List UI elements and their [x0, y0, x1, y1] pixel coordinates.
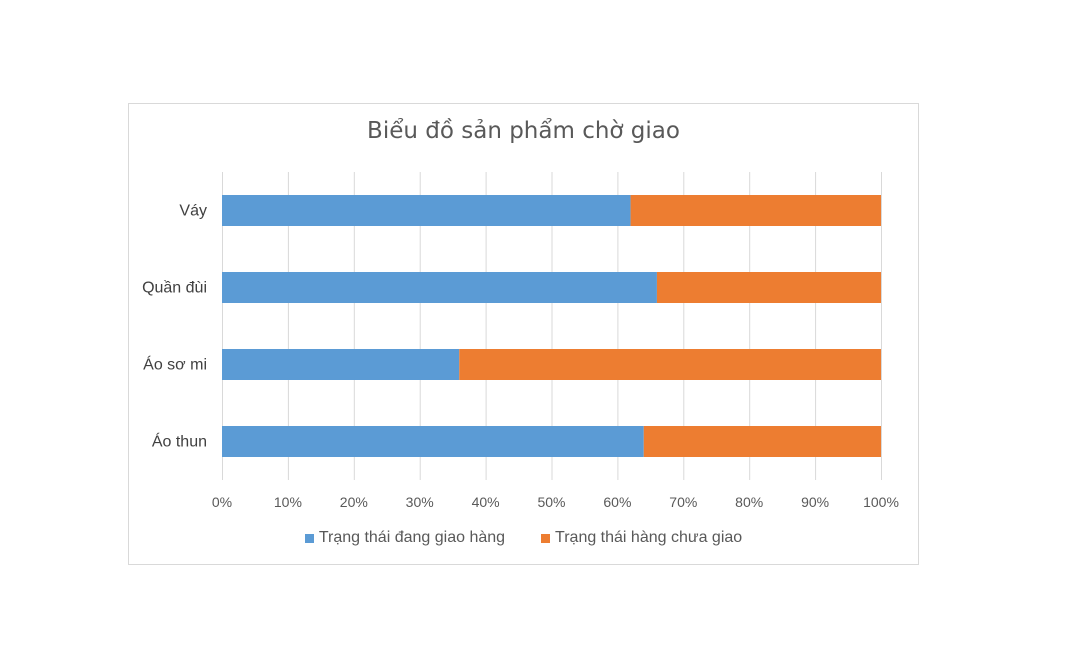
legend-item: Trạng thái đang giao hàng [304, 529, 506, 547]
tick-label: 70% [669, 494, 697, 510]
tick-label: 100% [863, 494, 899, 510]
tick-label: 10% [274, 494, 302, 510]
legend-label: Trạng thái đang giao hàng [318, 529, 506, 546]
tick-label: 20% [340, 494, 368, 510]
bar-segment [643, 426, 881, 457]
chart-title: Biểu đồ sản phẩm chờ giao [367, 118, 680, 144]
legend-swatch [304, 533, 314, 543]
tick-label: 40% [472, 494, 500, 510]
legend-item: Trạng thái hàng chưa giao [541, 529, 742, 547]
bars [222, 195, 881, 457]
bar-segment [222, 426, 644, 457]
legend-label: Trạng thái hàng chưa giao [555, 529, 743, 546]
legend-swatch [541, 533, 551, 543]
category-label: Váy [179, 203, 207, 220]
bar-segment [222, 195, 631, 226]
tick-label: 90% [801, 494, 829, 510]
category-label: Quần đùi [142, 280, 207, 297]
bar-segment [656, 272, 881, 303]
bar-segment [630, 195, 881, 226]
bar-segment [459, 349, 881, 380]
tick-label: 30% [406, 494, 434, 510]
legend: Trạng thái đang giao hàng Trạng thái hàn… [128, 529, 919, 547]
tick-label: 80% [735, 494, 763, 510]
category-label: Áo thun [152, 432, 207, 451]
tick-label: 50% [537, 494, 565, 510]
bar-segment [222, 272, 657, 303]
category-label: Áo sơ mi [143, 355, 207, 374]
tick-label: 60% [603, 494, 631, 510]
chart-frame [128, 103, 919, 565]
tick-label: 0% [212, 494, 232, 510]
bar-segment [222, 349, 460, 380]
category-axis: Váy Quần đùi Áo sơ mi Áo thun [142, 203, 207, 451]
value-axis: 0% 10% 20% 30% 40% 50% 60% 70% 80% 90% 100% [212, 494, 899, 510]
